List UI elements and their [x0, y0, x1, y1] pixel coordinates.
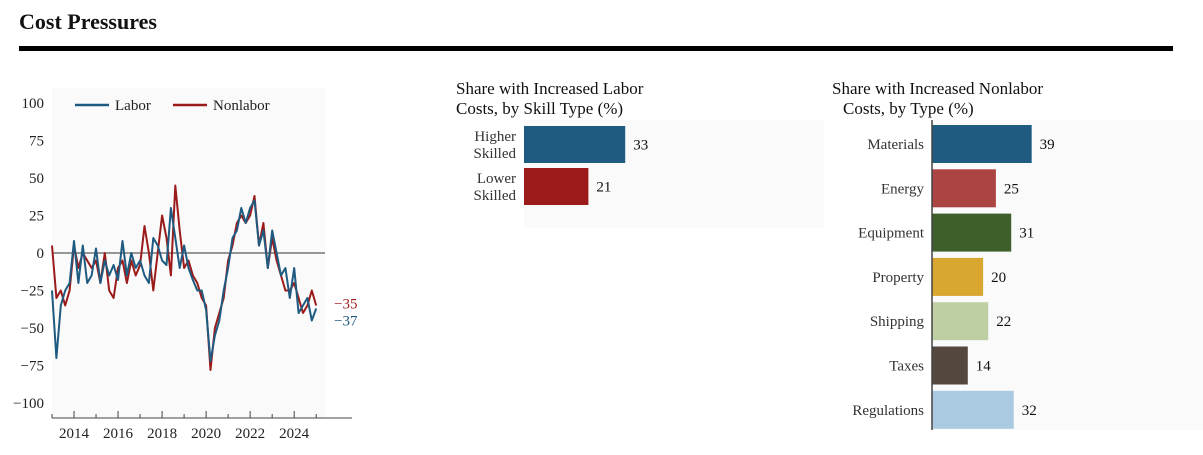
bar-value-label: 39: [1040, 137, 1055, 153]
y-tick-label: 75: [29, 134, 44, 150]
bar-category-label: Energy: [881, 181, 925, 197]
x-tick-label: 2020: [191, 426, 221, 442]
bar-category-label: Shipping: [870, 314, 925, 330]
nonlabor-bar-chart: Materials 39 Energy 25 Equipment 31 Property 20…: [852, 120, 1203, 430]
nonlabor-chart-title: Share with Increased Nonlabor Costs, by …: [832, 79, 1043, 119]
y-tick-label: 100: [22, 96, 45, 112]
x-tick-label: 2022: [235, 426, 265, 442]
bar: [932, 390, 1014, 429]
bar-category-label: Materials: [867, 137, 924, 153]
bar-value-label: 21: [596, 180, 611, 196]
bar-value-label: 33: [633, 138, 648, 154]
bar-category-label: Lower: [477, 171, 516, 187]
bar-category-label: Skilled: [473, 146, 516, 162]
bar-category-label: Regulations: [852, 403, 924, 419]
nonlabor-chart-title-line: Share with Increased Nonlabor: [832, 79, 1044, 98]
bar: [524, 168, 589, 205]
bar-category-label: Property: [872, 270, 924, 286]
bar: [932, 213, 1012, 252]
labor-chart-title: Share with Increased Labor Costs, by Ski…: [456, 79, 643, 119]
labor-chart-title-line: Share with Increased Labor: [456, 79, 644, 98]
y-tick-label: 25: [29, 209, 44, 225]
y-tick-label: −25: [21, 284, 44, 300]
bar-value-label: 32: [1022, 403, 1037, 419]
bar-category-label: Skilled: [473, 188, 516, 204]
x-tick-label: 2024: [279, 426, 310, 442]
x-tick-label: 2014: [59, 426, 90, 442]
title-rule: [19, 46, 1173, 51]
bar-category-label: Higher: [474, 129, 516, 145]
bar-value-label: 22: [996, 314, 1011, 330]
labor-chart-title-line: Costs, by Skill Type (%): [456, 99, 624, 118]
bar: [932, 169, 996, 208]
bar: [932, 346, 968, 385]
bar: [524, 126, 626, 163]
legend-label-labor: Labor: [115, 98, 151, 114]
bar-value-label: 25: [1004, 181, 1019, 197]
y-tick-label: 0: [37, 246, 45, 262]
legend-label-nonlabor: Nonlabor: [213, 98, 270, 114]
bar-value-label: 20: [991, 270, 1006, 286]
bar-value-label: 14: [976, 359, 992, 375]
bar: [932, 257, 984, 296]
line-chart: 100 75 50 25 0 −25 −50 −75 −100 2014 2016 2018 2020 2…: [13, 88, 358, 442]
bar-category-label: Equipment: [858, 226, 925, 242]
bar: [932, 302, 989, 341]
y-tick-label: 50: [29, 171, 44, 187]
y-tick-label: −100: [13, 396, 44, 412]
nonlabor-chart-title-line: Costs, by Type (%): [843, 99, 974, 118]
end-label-labor: −37: [334, 314, 358, 330]
bar-category-label: Taxes: [889, 359, 924, 375]
bar-value-label: 31: [1019, 226, 1034, 242]
y-tick-label: −75: [21, 359, 44, 375]
bar: [932, 125, 1032, 163]
page-title: Cost Pressures: [19, 9, 157, 34]
y-tick-label: −50: [21, 321, 44, 337]
series-line-labor: [51, 199, 318, 362]
x-tick-label: 2018: [147, 426, 177, 442]
x-tick-label: 2016: [103, 426, 134, 442]
end-label-nonlabor: −35: [334, 297, 357, 313]
